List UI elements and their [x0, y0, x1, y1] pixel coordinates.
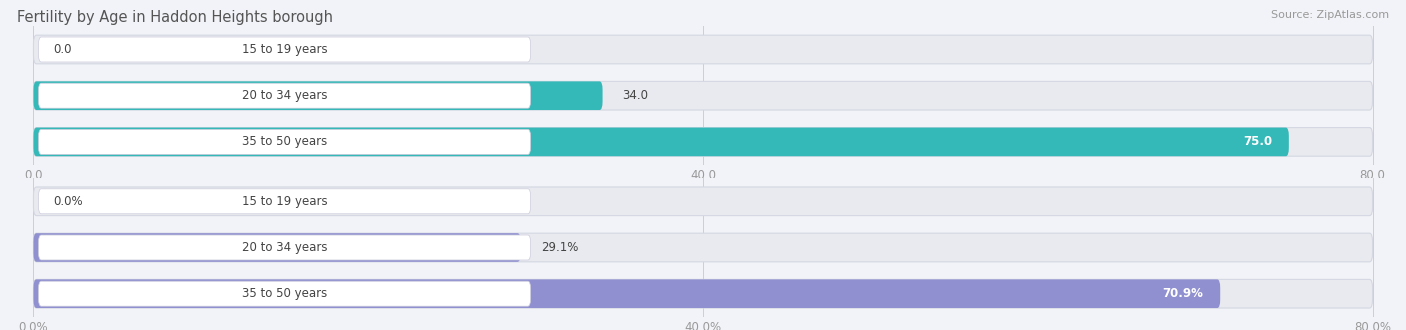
FancyBboxPatch shape: [38, 83, 530, 108]
FancyBboxPatch shape: [34, 82, 603, 110]
Text: 20 to 34 years: 20 to 34 years: [242, 241, 328, 254]
Text: 34.0: 34.0: [623, 89, 648, 102]
Text: 75.0: 75.0: [1243, 135, 1272, 148]
FancyBboxPatch shape: [34, 187, 1372, 215]
FancyBboxPatch shape: [34, 35, 1372, 64]
Text: 0.0%: 0.0%: [53, 195, 83, 208]
FancyBboxPatch shape: [38, 281, 530, 306]
FancyBboxPatch shape: [38, 129, 530, 154]
Text: 15 to 19 years: 15 to 19 years: [242, 43, 328, 56]
FancyBboxPatch shape: [34, 233, 1372, 262]
Text: 35 to 50 years: 35 to 50 years: [242, 135, 328, 148]
FancyBboxPatch shape: [34, 233, 520, 262]
Text: 29.1%: 29.1%: [541, 241, 578, 254]
FancyBboxPatch shape: [34, 280, 1372, 308]
FancyBboxPatch shape: [34, 82, 1372, 110]
FancyBboxPatch shape: [38, 235, 530, 260]
Text: 0.0: 0.0: [53, 43, 72, 56]
FancyBboxPatch shape: [34, 280, 1220, 308]
Text: 70.9%: 70.9%: [1163, 287, 1204, 300]
Text: 20 to 34 years: 20 to 34 years: [242, 89, 328, 102]
Text: 15 to 19 years: 15 to 19 years: [242, 195, 328, 208]
Text: Fertility by Age in Haddon Heights borough: Fertility by Age in Haddon Heights borou…: [17, 10, 333, 25]
FancyBboxPatch shape: [34, 128, 1289, 156]
Text: 35 to 50 years: 35 to 50 years: [242, 287, 328, 300]
FancyBboxPatch shape: [38, 189, 530, 214]
FancyBboxPatch shape: [38, 37, 530, 62]
Text: Source: ZipAtlas.com: Source: ZipAtlas.com: [1271, 10, 1389, 20]
FancyBboxPatch shape: [34, 128, 1372, 156]
